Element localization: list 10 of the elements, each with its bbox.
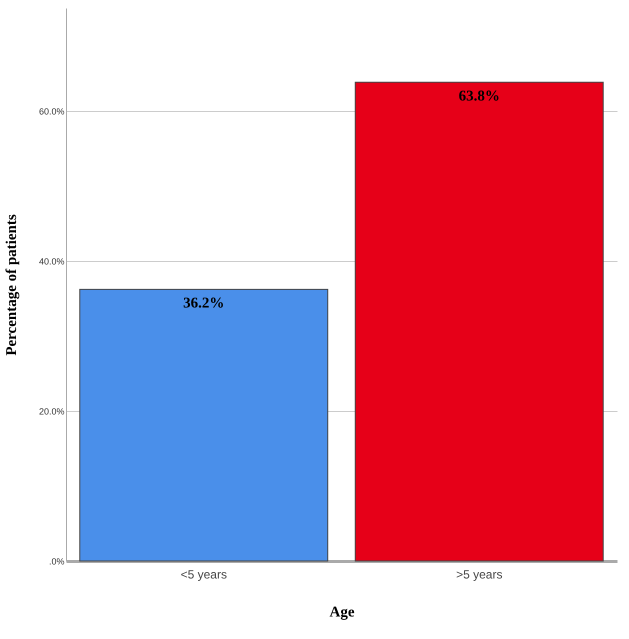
y-axis-title: Percentage of patients: [4, 214, 20, 356]
data-label: 36.2%: [183, 295, 224, 312]
y-tick-label: 40.0%: [38, 256, 64, 266]
data-label: 63.8%: [458, 88, 500, 104]
y-tick-label: 60.0%: [38, 106, 64, 116]
y-tick-label: 20.0%: [38, 406, 64, 416]
x-tick-label: <5 years: [180, 568, 227, 582]
y-tick-label: .0%: [48, 556, 64, 566]
x-axis-title: Age: [330, 604, 355, 620]
x-tick-label: >5 years: [456, 568, 502, 582]
